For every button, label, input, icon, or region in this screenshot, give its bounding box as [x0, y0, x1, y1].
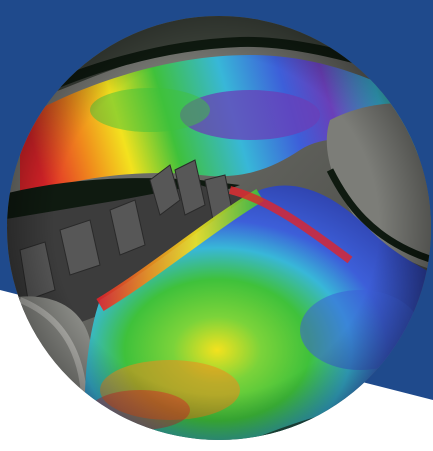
vignette	[7, 16, 431, 440]
aerial-bathymetry-illustration	[0, 0, 433, 451]
scene-circle	[7, 16, 431, 440]
